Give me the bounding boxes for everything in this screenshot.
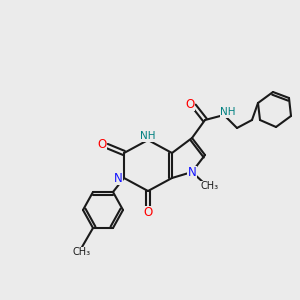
Text: NH: NH [220,107,236,117]
Text: CH₃: CH₃ [73,247,91,257]
Text: NH: NH [140,131,156,141]
Text: O: O [98,139,106,152]
Text: N: N [114,172,122,184]
Text: O: O [143,206,153,220]
Text: N: N [188,167,196,179]
Text: O: O [185,98,195,110]
Text: CH₃: CH₃ [201,181,219,191]
